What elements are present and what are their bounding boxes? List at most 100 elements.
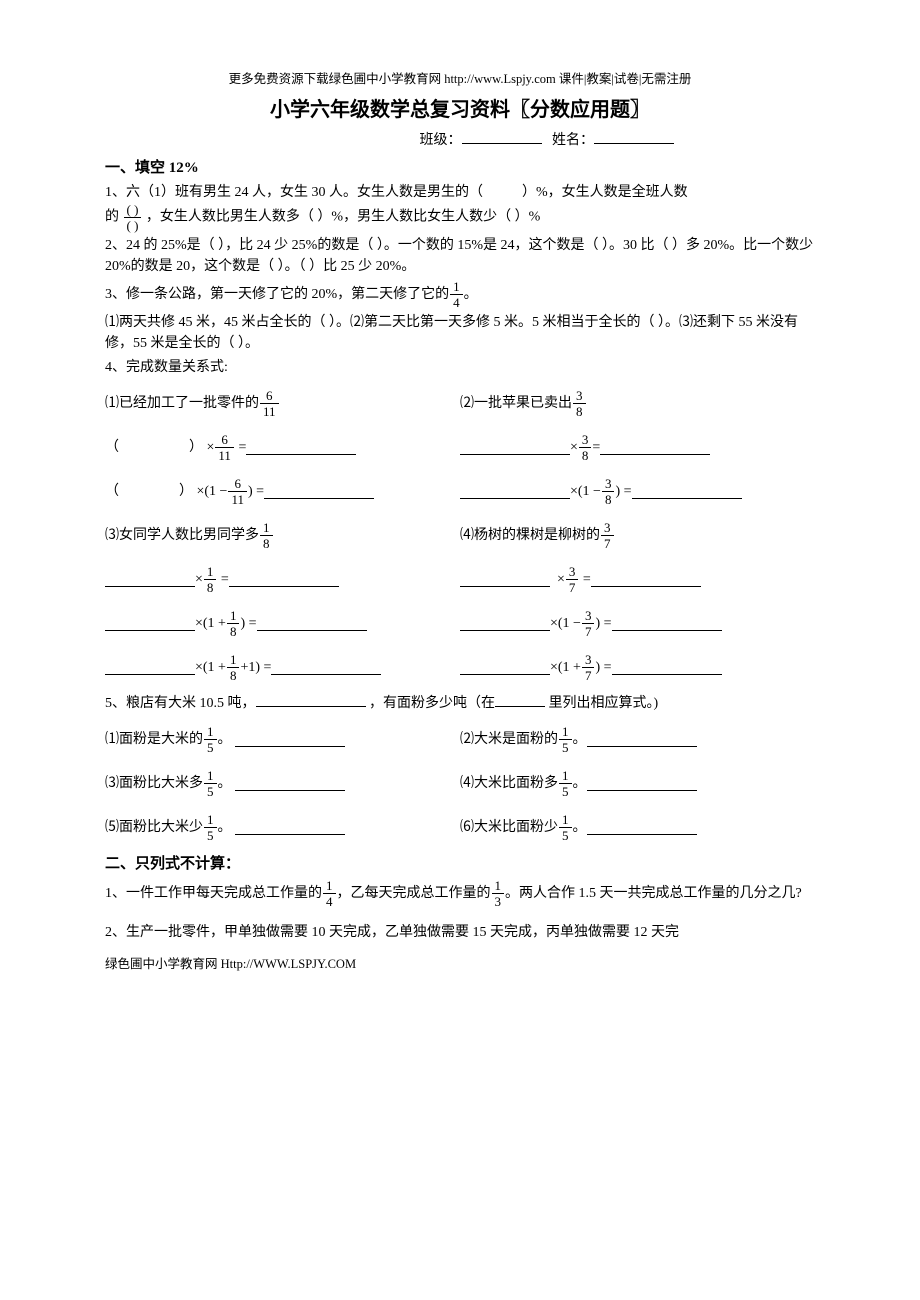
q1-text-b: ）%，女生人数是全班人数 (522, 185, 688, 200)
frac-den: 8 (260, 536, 273, 550)
answer-blank (612, 660, 722, 675)
frac-num: 1 (492, 879, 505, 894)
fraction-1-5: 15 (204, 769, 217, 798)
q5-5-label: ⑸面粉比大米少 (105, 817, 203, 838)
fraction-6-11: 611 (215, 433, 234, 462)
frac-num: 1 (204, 769, 217, 784)
frac-den: 5 (559, 828, 572, 842)
frac-den: 5 (204, 740, 217, 754)
q5-row2: ⑶面粉比大米多 15 。 ⑷大米比面粉多 15 。 (105, 761, 815, 805)
frac-num: 6 (260, 389, 279, 404)
frac-num: 1 (227, 609, 240, 624)
fraction-3-7: 37 (582, 653, 595, 682)
q4-eq-row4: ×(1 + 18 ) = ×(1 − 37 ) = (105, 601, 815, 645)
q4-3-label: ⑶女同学人数比男同学多 (105, 525, 259, 546)
s2-question-2: 2、生产一批零件，甲单独做需要 10 天完成，乙单独做需要 15 天完成，丙单独… (105, 922, 815, 943)
answer-blank (460, 484, 570, 499)
fraction-6-11: 611 (260, 389, 279, 418)
frac-num: 6 (215, 433, 234, 448)
class-label: 班级： (420, 133, 462, 148)
section-1-heading: 一、填空 12% (105, 157, 815, 180)
footer-note: 绿色圃中小学教育网 Http://WWW.LSPJY.COM (105, 955, 815, 974)
question-1: 1、六（1）班有男生 24 人，女生 30 人。女生人数是男生的（ ）%，女生人… (105, 182, 815, 232)
q5-6-label: ⑹大米比面粉少 (460, 817, 558, 838)
q5-text-b: ，有面粉多少吨（在 (369, 696, 495, 711)
period: 。 (573, 773, 587, 794)
period: 。 (218, 817, 232, 838)
answer-blank (587, 776, 697, 791)
q4-1-label: ⑴已经加工了一批零件的 (105, 393, 259, 414)
frac-den: 7 (582, 668, 595, 682)
frac-den: 4 (450, 295, 463, 309)
q5-2-label: ⑵大米是面粉的 (460, 729, 558, 750)
q4-row1: ⑴已经加工了一批零件的 611 ⑵一批苹果已卖出 38 (105, 381, 815, 425)
frac-den: 8 (227, 624, 240, 638)
fraction-1-8: 18 (227, 609, 240, 638)
q4-eq-row5: ×(1 + 18 +1) = ×(1 + 37 ) = (105, 645, 815, 689)
fraction-3-7: 37 (582, 609, 595, 638)
q4-4-label: ⑷杨树的棵树是柳树的 (460, 525, 600, 546)
answer-blank (264, 484, 374, 499)
class-blank (462, 129, 542, 144)
fraction-3-8: 38 (579, 433, 592, 462)
answer-blank (105, 572, 195, 587)
header-note: 更多免费资源下载绿色圃中小学教育网 http://www.Lspjy.com 课… (105, 70, 815, 89)
fraction-1-5: 15 (559, 769, 572, 798)
frac-den: 11 (228, 492, 247, 506)
frac-den: 5 (204, 784, 217, 798)
frac-num: 1 (450, 280, 463, 295)
frac-num: 1 (260, 521, 273, 536)
frac-den: 7 (601, 536, 614, 550)
frac-den: 5 (559, 784, 572, 798)
period: 。 (573, 729, 587, 750)
q1-text-a: 1、六（1）班有男生 24 人，女生 30 人。女生人数是男生的（ (105, 185, 483, 200)
fraction-1-8: 18 (204, 565, 217, 594)
fraction-3-7: 37 (601, 521, 614, 550)
q1-text-c: 的 (105, 210, 119, 225)
answer-blank (632, 484, 742, 499)
answer-blank (612, 616, 722, 631)
frac-den: 3 (492, 894, 505, 908)
answer-blank (105, 616, 195, 631)
answer-blank (460, 660, 550, 675)
frac-num: 1 (323, 879, 336, 894)
answer-blank (591, 572, 701, 587)
q5-1-label: ⑴面粉是大米的 (105, 729, 203, 750)
frac-den: 5 (559, 740, 572, 754)
section-2-heading: 二、只列式不计算： (105, 853, 815, 876)
fraction-1-8: 18 (260, 521, 273, 550)
fraction-1-4: 14 (450, 280, 463, 309)
q5-4-label: ⑷大米比面粉多 (460, 773, 558, 794)
fraction-3-7: 37 (566, 565, 579, 594)
q4-eq-row2: （） ×(1 − 611 ) = ×(1 − 38 ) = (105, 469, 815, 513)
fraction-1-4: 14 (323, 879, 336, 908)
answer-blank (460, 572, 550, 587)
question-3: 3、修一条公路，第一天修了它的 20%，第二天修了它的 14 。 (105, 280, 815, 309)
s2q1-text-c: 。两人合作 1.5 天一共完成总工作量的几分之几? (505, 883, 802, 904)
fraction-1-5: 15 (559, 813, 572, 842)
frac-num: 1 (559, 813, 572, 828)
class-name-row: 班级： 姓名： (105, 129, 815, 151)
frac-num: 6 (228, 477, 247, 492)
frac-num: 1 (204, 725, 217, 740)
answer-blank (600, 440, 710, 455)
frac-num: 3 (566, 565, 579, 580)
frac-num: 3 (573, 389, 586, 404)
q4-eq-row3: × 18 = × 37 = (105, 557, 815, 601)
q5-row1: ⑴面粉是大米的 15 。 ⑵大米是面粉的 15 。 (105, 717, 815, 761)
question-3-sub: ⑴两天共修 45 米，45 米占全长的（ ）。⑵第二天比第一天多修 5 米。5 … (105, 312, 815, 354)
name-blank (594, 129, 674, 144)
frac-num: 1 (227, 653, 240, 668)
period: 。 (218, 729, 232, 750)
frac-num: 3 (602, 477, 615, 492)
answer-blank (235, 776, 345, 791)
frac-den: 8 (204, 580, 217, 594)
q3-text-b: 。 (464, 284, 478, 305)
frac-den: 8 (579, 448, 592, 462)
answer-blank (235, 732, 345, 747)
q5-text-a: 5、粮店有大米 10.5 吨， (105, 696, 256, 711)
answer-blank (587, 732, 697, 747)
period: 。 (573, 817, 587, 838)
fraction-1-3: 13 (492, 879, 505, 908)
fraction-6-11: 611 (228, 477, 247, 506)
